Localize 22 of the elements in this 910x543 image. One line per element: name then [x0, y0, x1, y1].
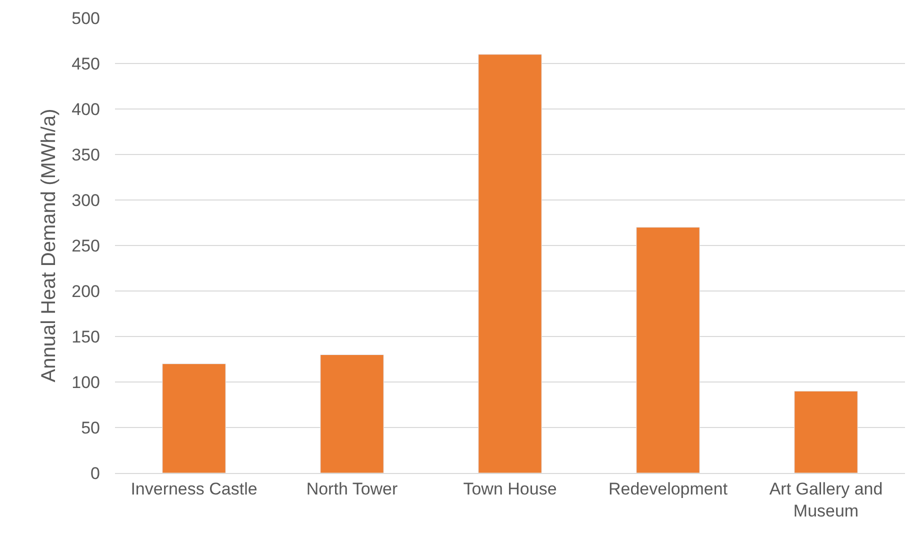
y-tick-label: 500 [72, 8, 100, 28]
x-tick-label: Art Gallery and Museum [769, 479, 883, 520]
y-tick-label: 100 [72, 372, 100, 392]
bar [478, 54, 542, 473]
y-tick-label: 150 [72, 327, 100, 346]
x-tick-label: North Tower [306, 479, 398, 498]
y-tick-label: 0 [90, 464, 100, 483]
y-tick-label: 200 [72, 282, 100, 301]
y-tick-label: 50 [81, 418, 100, 438]
y-tick-label: 400 [72, 100, 100, 119]
x-tick-label: Town House [463, 479, 557, 498]
y-axis-title: Annual Heat Demand (MWh/a) [38, 108, 60, 382]
x-tick-label: Redevelopment [608, 479, 728, 498]
bar [794, 390, 858, 473]
bar [162, 364, 226, 473]
y-tick-label: 350 [72, 145, 100, 164]
x-tick-label: Inverness Castle [130, 479, 258, 498]
bar [636, 227, 700, 473]
y-tick-label: 300 [72, 190, 100, 210]
y-tick-label: 250 [72, 236, 100, 256]
bar [320, 354, 384, 473]
y-tick-label: 450 [72, 54, 100, 74]
